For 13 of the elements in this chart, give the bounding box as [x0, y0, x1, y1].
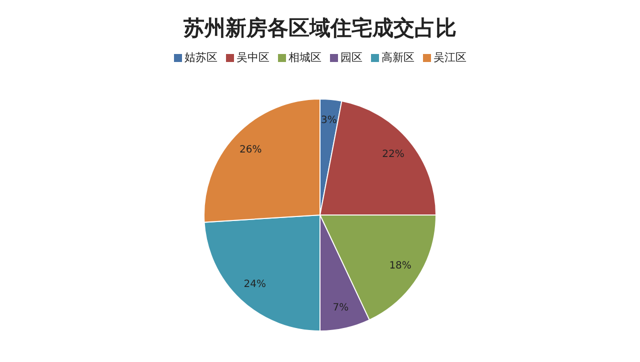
legend-label: 高新区 — [380, 50, 414, 65]
data-label: 24% — [244, 278, 266, 290]
legend-label: 姑苏区 — [184, 50, 218, 65]
data-label: 22% — [382, 148, 404, 160]
data-label: 3% — [321, 114, 337, 126]
legend-label: 吴江区 — [432, 50, 466, 65]
data-label: 7% — [332, 302, 349, 314]
data-label: 18% — [389, 260, 412, 272]
legend-label: 相城区 — [288, 50, 322, 65]
chart-title: 苏州新房各区域住宅成交占比 — [182, 14, 458, 42]
legend-label: 吴中区 — [236, 50, 270, 65]
legend-label: 园区 — [340, 50, 362, 65]
data-label: 26% — [240, 144, 262, 156]
